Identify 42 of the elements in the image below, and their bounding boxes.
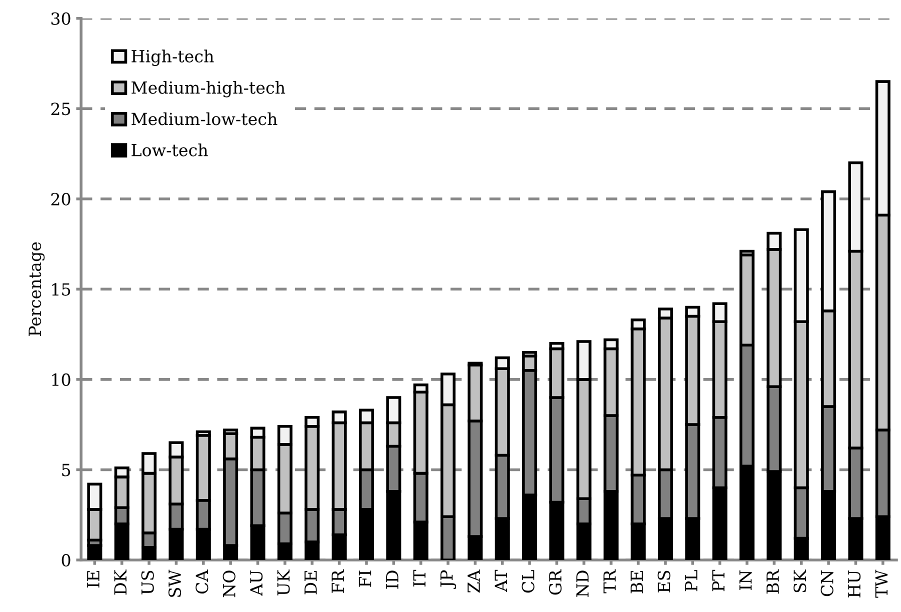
x-tick-label: US (141, 570, 154, 594)
y-tick-label: 15 (52, 283, 70, 296)
legend-label: High-tech (132, 50, 214, 66)
y-tick-label: 10 (52, 373, 70, 386)
x-tick-label: GR (548, 569, 562, 595)
x-tick-label: CN (820, 570, 834, 596)
x-tick-label: AU (250, 570, 263, 596)
x-tick-label: SK (794, 569, 806, 592)
x-tick-label: IN (739, 570, 752, 590)
x-tick-label: BE (630, 571, 643, 594)
x-tick-label: IE (87, 571, 100, 588)
y-tick-label: 0 (62, 554, 70, 567)
x-tick-label: ES (658, 570, 670, 592)
x-tick-label: ZA (468, 570, 480, 593)
legend-label: Medium-low-tech (132, 112, 278, 126)
x-tick-label: TW (875, 570, 888, 598)
y-tick-label: 20 (51, 192, 70, 206)
legend-label: Low-tech (132, 143, 208, 156)
y-tick-label: 25 (51, 102, 70, 116)
x-tick-label: DE (304, 571, 317, 594)
x-tick-label: CL (522, 570, 534, 593)
x-tick-label: BR (766, 569, 779, 594)
x-tick-label: JP (440, 570, 456, 589)
y-tick-label: 30 (51, 12, 70, 25)
y-tick-label: 5 (62, 464, 70, 476)
x-tick-label: HU (848, 570, 861, 598)
x-tick-label: DK (114, 569, 126, 595)
x-tick-label: SW (168, 570, 182, 597)
y-axis-title: Percentage (28, 242, 45, 336)
x-tick-label: PT (712, 570, 724, 592)
x-tick-label: FI (358, 570, 372, 587)
x-tick-label: TR (604, 569, 616, 594)
x-tick-label: UK (277, 569, 290, 596)
x-tick-label: ID (386, 570, 398, 589)
x-tick-label: FR (332, 569, 344, 593)
x-tick-label: IT (413, 570, 426, 586)
x-tick-label: ND (576, 570, 589, 597)
legend-label: Medium-high-tech (132, 80, 286, 98)
x-tick-label: PL (685, 570, 698, 592)
x-tick-label: CA (196, 570, 208, 594)
x-tick-label: NO (222, 570, 236, 598)
x-tick-label: AT (494, 570, 507, 592)
